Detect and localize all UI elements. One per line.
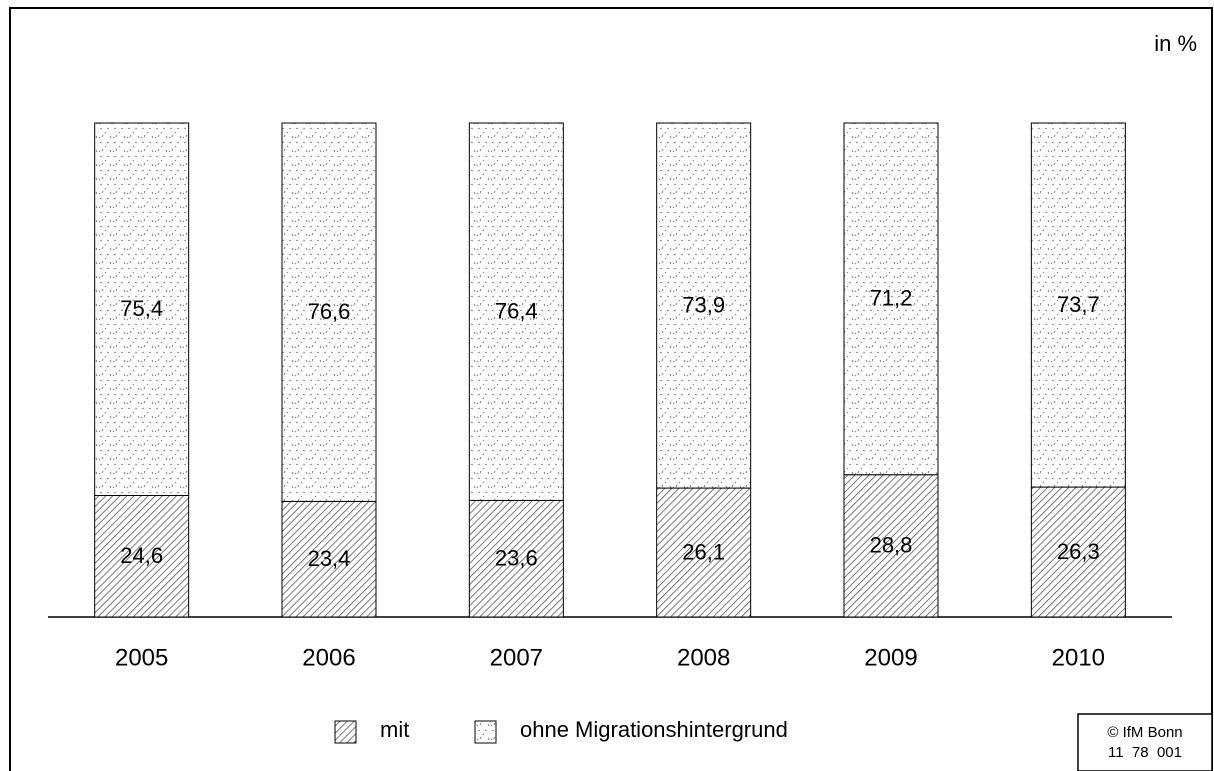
legend-label: ohne Migrationshintergrund <box>520 717 788 742</box>
legend-swatch <box>474 720 497 744</box>
value-label: 75,4 <box>120 296 163 321</box>
bar-segment <box>1030 486 1126 618</box>
value-label: 73,9 <box>682 292 725 317</box>
value-label: 76,6 <box>308 299 351 324</box>
source-note: 11 78 001 <box>1108 744 1182 761</box>
value-label: 23,6 <box>495 546 538 571</box>
bar-segment <box>1030 122 1126 488</box>
bar-segment <box>281 122 377 502</box>
legend-swatch <box>334 720 357 744</box>
value-label: 76,4 <box>495 299 538 324</box>
frame <box>9 7 1213 771</box>
x-tick-label: 2009 <box>864 644 917 671</box>
x-tick-label: 2008 <box>677 644 730 671</box>
value-label: 73,7 <box>1057 292 1100 317</box>
x-tick-label: 2010 <box>1052 644 1105 671</box>
bar-segment <box>468 499 564 618</box>
bar-segment <box>843 122 939 476</box>
bar-segment <box>94 122 190 496</box>
value-label: 26,3 <box>1057 539 1100 564</box>
x-tick-label: 2007 <box>490 644 543 671</box>
legend-label: mit <box>380 717 409 742</box>
bar-segment <box>468 122 564 501</box>
source-note: © IfM Bonn <box>1107 724 1182 741</box>
x-tick-label: 2006 <box>302 644 355 671</box>
x-tick-label: 2005 <box>115 644 168 671</box>
source-box <box>1077 713 1213 771</box>
unit-label: in % <box>1154 31 1197 56</box>
bar-segment <box>94 494 190 618</box>
value-label: 28,8 <box>870 533 913 558</box>
value-label: 24,6 <box>120 543 163 568</box>
bar-segment <box>656 122 752 489</box>
bar-segment <box>843 474 939 618</box>
value-label: 26,1 <box>682 539 725 564</box>
bar-segment <box>281 500 377 618</box>
value-label: 23,4 <box>308 546 351 571</box>
value-label: 71,2 <box>870 286 913 311</box>
bar-segment <box>656 487 752 618</box>
